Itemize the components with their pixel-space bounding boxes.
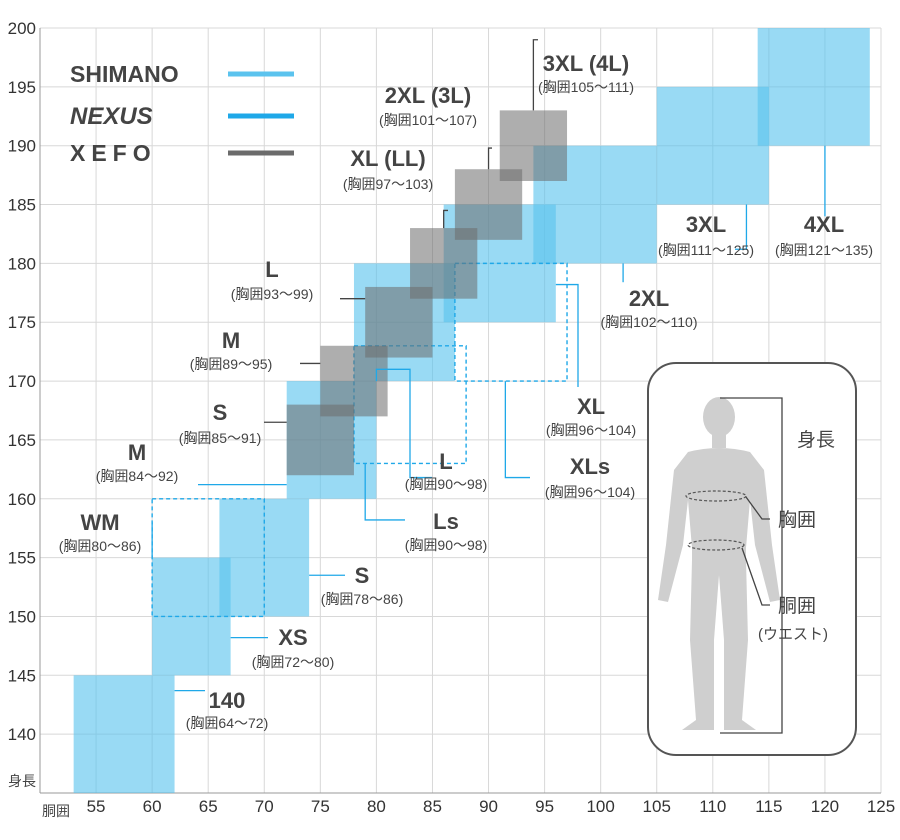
y-tick-label: 185 bbox=[8, 196, 36, 215]
dashed-size-name: Ls bbox=[433, 509, 459, 534]
shimano-size-name: 2XL bbox=[629, 286, 669, 311]
shimano-size-name: XS bbox=[278, 625, 307, 650]
y-tick-label: 140 bbox=[8, 725, 36, 744]
dashed-leader-line bbox=[364, 463, 405, 521]
shimano-size-chest: (胸囲121〜135) bbox=[775, 242, 873, 258]
shimano-size-chest: (胸囲102〜110) bbox=[600, 314, 697, 330]
y-tick-label: 180 bbox=[8, 254, 36, 273]
xefo-size-chest: (胸囲97〜103) bbox=[343, 176, 433, 192]
shimano-size-box bbox=[757, 28, 870, 146]
y-tick-label: 150 bbox=[8, 607, 36, 626]
xefo-size-name: 3XL (4L) bbox=[543, 51, 629, 76]
y-tick-label: 145 bbox=[8, 666, 36, 685]
dashed-size-chest: (胸囲80〜86) bbox=[59, 538, 141, 554]
shimano-size-box bbox=[73, 675, 175, 793]
shimano-size-name: 140 bbox=[209, 688, 246, 713]
xefo-size-chest: (胸囲85〜91) bbox=[179, 430, 261, 446]
shimano-size-box bbox=[656, 86, 769, 205]
figure-head bbox=[703, 397, 735, 437]
dashed-size-name: WM bbox=[80, 510, 119, 535]
x-tick-label: 70 bbox=[255, 797, 274, 816]
y-tick-label: 155 bbox=[8, 549, 36, 568]
x-tick-label: 125 bbox=[867, 797, 895, 816]
xefo-leader-line bbox=[443, 209, 448, 229]
y-tick-label: 165 bbox=[8, 431, 36, 450]
xefo-size-name: S bbox=[213, 400, 228, 425]
xefo-size-name: 2XL (3L) bbox=[385, 83, 471, 108]
shimano-size-name: 4XL bbox=[804, 212, 844, 237]
waist-leader bbox=[741, 547, 770, 606]
xefo-size-name: XL (LL) bbox=[350, 146, 425, 171]
shimano-leader-line bbox=[555, 283, 579, 387]
height-label-bg bbox=[794, 425, 838, 453]
x-tick-label: 105 bbox=[643, 797, 671, 816]
x-tick-label: 120 bbox=[811, 797, 839, 816]
xefo-size-chest: (胸囲101〜107) bbox=[379, 112, 477, 128]
x-tick-label: 95 bbox=[535, 797, 554, 816]
x-tick-label: 85 bbox=[423, 797, 442, 816]
legend-logo-shimano: SHIMANO bbox=[70, 61, 179, 87]
x-tick-label: 65 bbox=[199, 797, 218, 816]
figure-neck bbox=[712, 434, 726, 448]
shimano-size-chest: (胸囲78〜86) bbox=[321, 591, 403, 607]
x-tick-label: 90 bbox=[479, 797, 498, 816]
y-tick-label: 170 bbox=[8, 372, 36, 391]
dashed-size-name: XLs bbox=[570, 454, 610, 479]
figure-waist-note: (ウエスト) bbox=[758, 626, 828, 643]
xefo-size-chest: (胸囲105〜111) bbox=[538, 79, 634, 95]
shimano-size-chest: (胸囲72〜80) bbox=[252, 654, 334, 670]
figure-height-label: 身長 bbox=[797, 429, 835, 451]
y-tick-label: 200 bbox=[8, 19, 36, 38]
shimano-size-chest: (胸囲96〜104) bbox=[546, 422, 636, 438]
xefo-size-name: L bbox=[265, 257, 278, 282]
y-tick-label: 175 bbox=[8, 313, 36, 332]
xefo-size-chest: (胸囲89〜95) bbox=[190, 356, 272, 372]
shimano-leader-line bbox=[375, 368, 432, 479]
shimano-size-chest: (胸囲111〜125) bbox=[658, 242, 754, 258]
figure-waist-label: 胴囲 bbox=[778, 596, 816, 617]
x-tick-label: 75 bbox=[311, 797, 330, 816]
human-figure-icon bbox=[658, 397, 780, 730]
x-tick-label: 110 bbox=[699, 797, 726, 816]
xefo-size-box bbox=[499, 110, 568, 181]
figure-body bbox=[658, 448, 780, 730]
xefo-leader-line bbox=[487, 147, 492, 170]
shimano-leader-line bbox=[735, 204, 748, 250]
shimano-size-name: M bbox=[128, 440, 146, 465]
x-tick-label: 80 bbox=[367, 797, 386, 816]
dashed-size-box bbox=[454, 262, 568, 382]
shimano-size-name: L bbox=[439, 449, 452, 474]
y-tick-label: 190 bbox=[8, 137, 36, 156]
x-axis-title: 胴囲 bbox=[42, 803, 70, 819]
shimano-size-name: 3XL bbox=[686, 212, 726, 237]
chest-line bbox=[685, 490, 747, 502]
shimano-size-name: S bbox=[355, 563, 370, 588]
dashed-size-chest: (胸囲90〜98) bbox=[405, 537, 487, 553]
x-tick-label: 115 bbox=[755, 797, 782, 816]
xefo-size-name: M bbox=[222, 328, 240, 353]
x-tick-label: 60 bbox=[143, 797, 162, 816]
x-tick-label: 55 bbox=[87, 797, 106, 816]
height-bracket bbox=[720, 397, 783, 734]
y-tick-label: 160 bbox=[8, 490, 36, 509]
shimano-size-chest: (胸囲90〜98) bbox=[405, 476, 487, 492]
waist-line bbox=[687, 539, 745, 551]
shimano-size-chest: (胸囲84〜92) bbox=[96, 468, 178, 484]
legend-logo-xefo: XEFO bbox=[70, 140, 157, 166]
shimano-size-name: XL bbox=[577, 394, 605, 419]
dashed-size-chest: (胸囲96〜104) bbox=[545, 484, 635, 500]
y-axis-title: 身長 bbox=[8, 773, 36, 789]
dashed-leader-line bbox=[504, 381, 530, 479]
y-tick-label: 195 bbox=[8, 78, 36, 97]
figure-chest-label: 胸囲 bbox=[778, 509, 816, 531]
chest-leader bbox=[745, 496, 770, 520]
xefo-size-chest: (胸囲93〜99) bbox=[231, 286, 313, 302]
x-tick-label: 100 bbox=[586, 797, 614, 816]
xefo-leader-line bbox=[532, 39, 538, 111]
shimano-size-chest: (胸囲64〜72) bbox=[186, 715, 268, 731]
legend-logo-nexus: NEXUS bbox=[70, 103, 153, 130]
